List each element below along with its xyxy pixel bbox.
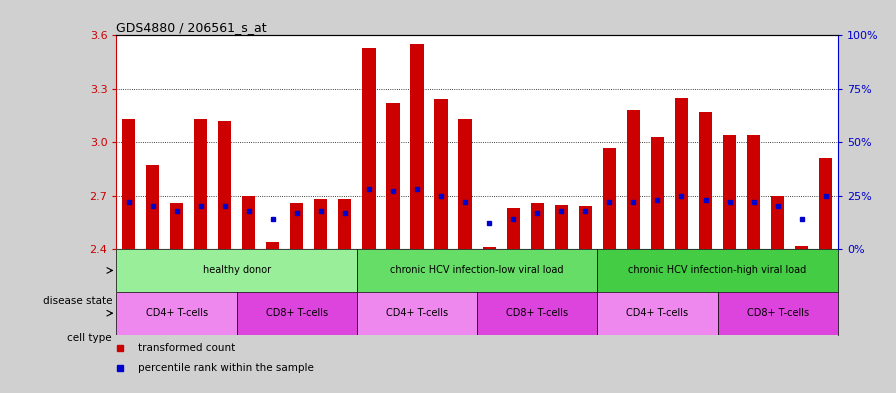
Bar [116, 292, 237, 334]
Bar [598, 249, 838, 292]
Bar [410, 44, 424, 249]
Bar [339, 199, 351, 249]
Bar [116, 249, 357, 292]
Bar [650, 137, 664, 249]
Text: CD8+ T-cells: CD8+ T-cells [506, 308, 568, 318]
Bar [314, 199, 327, 249]
Text: disease state: disease state [42, 296, 112, 306]
Bar [242, 196, 255, 249]
Bar [718, 292, 838, 334]
Text: CD4+ T-cells: CD4+ T-cells [145, 308, 208, 318]
Bar [357, 249, 598, 292]
Bar [627, 110, 640, 249]
Bar [357, 292, 477, 334]
Bar [459, 119, 471, 249]
Text: CD4+ T-cells: CD4+ T-cells [626, 308, 688, 318]
Text: GDS4880 / 206561_s_at: GDS4880 / 206561_s_at [116, 21, 267, 34]
Bar [290, 203, 304, 249]
Bar [386, 103, 400, 249]
Bar [237, 292, 357, 334]
Bar [266, 242, 280, 249]
Text: healthy donor: healthy donor [202, 265, 271, 275]
Bar [530, 203, 544, 249]
Bar [598, 292, 718, 334]
Bar [603, 148, 616, 249]
Text: CD8+ T-cells: CD8+ T-cells [266, 308, 328, 318]
Bar [555, 205, 568, 249]
Text: transformed count: transformed count [138, 343, 236, 353]
Bar [194, 119, 207, 249]
Text: CD8+ T-cells: CD8+ T-cells [746, 308, 809, 318]
Bar [477, 292, 598, 334]
Text: CD4+ T-cells: CD4+ T-cells [386, 308, 448, 318]
Bar [483, 247, 495, 249]
Bar [723, 135, 737, 249]
Text: cell type: cell type [67, 333, 112, 343]
Bar [506, 208, 520, 249]
Bar [435, 99, 448, 249]
Bar [675, 98, 688, 249]
Text: chronic HCV infection-low viral load: chronic HCV infection-low viral load [391, 265, 564, 275]
Bar [362, 48, 375, 249]
Bar [747, 135, 760, 249]
Bar [146, 165, 159, 249]
Bar [771, 196, 784, 249]
Bar [579, 206, 592, 249]
Bar [795, 246, 808, 249]
Text: chronic HCV infection-high viral load: chronic HCV infection-high viral load [628, 265, 806, 275]
Bar [819, 158, 832, 249]
Bar [699, 112, 712, 249]
Bar [122, 119, 135, 249]
Text: percentile rank within the sample: percentile rank within the sample [138, 363, 314, 373]
Bar [170, 203, 183, 249]
Bar [218, 121, 231, 249]
